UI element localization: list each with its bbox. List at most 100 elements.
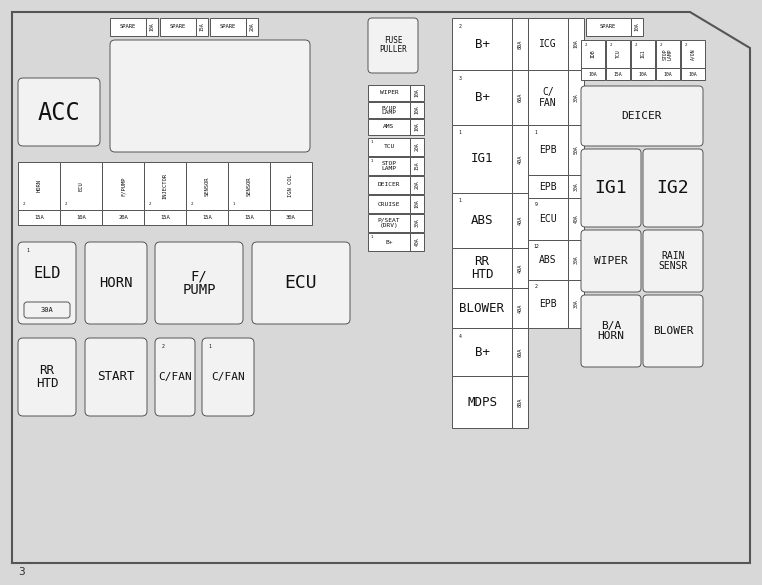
Bar (102, 162, 144, 210)
Bar (410, 157, 424, 175)
Text: DEICER: DEICER (378, 183, 400, 188)
Text: IG2: IG2 (657, 179, 690, 197)
Bar (410, 214, 424, 232)
FancyBboxPatch shape (643, 295, 703, 367)
Bar (102, 210, 144, 225)
FancyBboxPatch shape (85, 338, 147, 416)
Text: A/ON: A/ON (690, 48, 696, 60)
Bar (368, 214, 410, 232)
FancyBboxPatch shape (252, 242, 350, 324)
Bar (528, 70, 568, 125)
Bar (270, 210, 312, 225)
Bar (18, 210, 60, 225)
Text: 60A: 60A (517, 93, 523, 102)
Bar (631, 18, 643, 36)
FancyBboxPatch shape (18, 242, 76, 324)
Bar (631, 40, 655, 68)
Bar (452, 70, 512, 125)
Text: 80A: 80A (517, 39, 523, 49)
Bar (110, 18, 146, 36)
Text: TCU: TCU (616, 50, 620, 58)
Bar (410, 195, 424, 213)
Text: B+: B+ (475, 346, 489, 359)
Text: 10A: 10A (664, 71, 672, 77)
Bar (452, 288, 512, 328)
Text: RR
HTD: RR HTD (471, 255, 493, 281)
Bar (60, 162, 102, 210)
Text: WIPER: WIPER (594, 256, 628, 266)
Text: 50A: 50A (574, 146, 578, 154)
Text: RAIN
SENSR: RAIN SENSR (658, 251, 687, 271)
Text: SENSOR: SENSOR (204, 176, 210, 196)
Bar (568, 70, 584, 125)
Bar (146, 18, 158, 36)
Text: B/A
HORN: B/A HORN (597, 321, 625, 341)
Text: 1: 1 (459, 198, 462, 204)
Text: 15A: 15A (244, 215, 254, 220)
Text: 1: 1 (209, 343, 211, 349)
Bar (144, 210, 186, 225)
Text: DEICER: DEICER (622, 111, 662, 121)
Bar (452, 193, 512, 248)
Text: ABS: ABS (471, 214, 493, 227)
Text: IG1: IG1 (471, 153, 493, 166)
Bar (228, 210, 270, 225)
Bar (196, 18, 208, 36)
Text: SENSOR: SENSOR (246, 176, 251, 196)
Bar (581, 40, 605, 68)
Bar (18, 162, 60, 210)
Text: C/
FAN: C/ FAN (539, 88, 557, 108)
Bar (410, 176, 424, 194)
Text: 10A: 10A (689, 71, 697, 77)
Bar (60, 210, 102, 225)
FancyBboxPatch shape (202, 338, 254, 416)
Bar (568, 18, 584, 70)
FancyBboxPatch shape (24, 302, 70, 318)
Text: 40A: 40A (517, 303, 523, 313)
Bar (368, 138, 410, 156)
Bar (512, 18, 528, 70)
Text: EPB: EPB (539, 181, 557, 191)
Bar (512, 125, 528, 193)
Bar (410, 102, 424, 118)
Text: ACC: ACC (37, 101, 80, 125)
Text: B+: B+ (475, 37, 489, 50)
Text: 2: 2 (635, 43, 637, 47)
FancyBboxPatch shape (581, 149, 641, 227)
Bar (452, 248, 512, 288)
Polygon shape (12, 12, 750, 563)
Text: 10A: 10A (149, 23, 155, 32)
Text: SPARE: SPARE (220, 25, 236, 29)
Bar (210, 18, 246, 36)
Text: 10A: 10A (415, 123, 420, 131)
Text: SPARE: SPARE (120, 25, 136, 29)
Text: 40A: 40A (574, 215, 578, 223)
Bar (368, 176, 410, 194)
Bar (410, 233, 424, 251)
Bar (656, 40, 680, 68)
Text: 10A: 10A (589, 71, 597, 77)
Bar (512, 288, 528, 328)
Text: 3: 3 (459, 75, 462, 81)
Text: 15A: 15A (200, 23, 204, 32)
Text: 30A: 30A (286, 215, 296, 220)
Bar (586, 18, 631, 36)
Text: 1: 1 (371, 235, 373, 239)
Bar (606, 40, 630, 68)
Text: 2: 2 (162, 343, 165, 349)
Text: HORN: HORN (37, 180, 41, 192)
Text: 10A: 10A (415, 106, 420, 114)
FancyBboxPatch shape (581, 230, 641, 292)
Text: 20A: 20A (118, 215, 128, 220)
Text: BLOWER: BLOWER (653, 326, 693, 336)
Text: 40A: 40A (517, 263, 523, 273)
FancyBboxPatch shape (155, 242, 243, 324)
Bar (568, 125, 584, 175)
Bar (631, 68, 655, 80)
Bar (452, 376, 512, 428)
Bar (144, 162, 186, 210)
Text: 2: 2 (660, 43, 662, 47)
Bar (528, 280, 568, 328)
Text: C/FAN: C/FAN (158, 372, 192, 382)
FancyBboxPatch shape (18, 78, 100, 146)
